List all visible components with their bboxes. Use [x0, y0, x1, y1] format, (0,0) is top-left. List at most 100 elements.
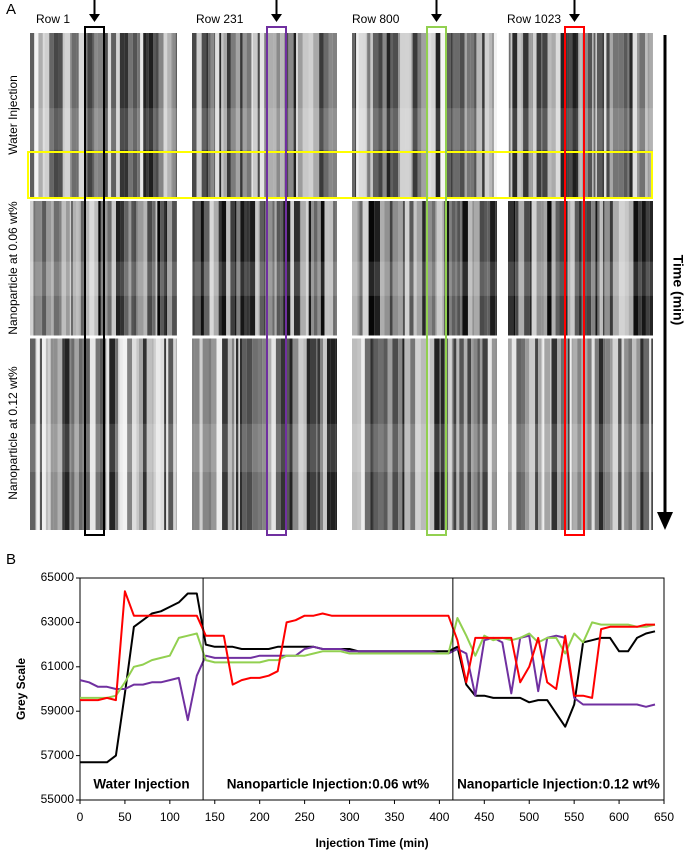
image-stripe [192, 337, 195, 530]
image-stripe [434, 337, 440, 530]
row-box [426, 26, 447, 536]
image-stripe [473, 200, 480, 337]
image-stripe [288, 33, 294, 200]
image-stripe [37, 337, 40, 530]
row-arrow-head [431, 14, 442, 22]
image-stripe [597, 200, 600, 337]
image-stripe [292, 337, 299, 530]
image-stripe [356, 33, 359, 200]
image-stripe [492, 33, 494, 200]
image-stripe [420, 337, 427, 530]
image-stripe [252, 337, 258, 530]
image-stripe [42, 200, 47, 337]
image-stripe [105, 337, 107, 530]
image-stripe [596, 33, 603, 200]
image-stripe [222, 337, 228, 530]
image-stripe [564, 337, 569, 530]
image-stripe [511, 337, 517, 530]
image-stripe [275, 337, 281, 530]
y-tick-label: 65000 [41, 570, 75, 584]
image-stripe [544, 337, 551, 530]
image-stripe [528, 33, 532, 200]
image-stripe [604, 200, 610, 337]
image-stripe [586, 200, 592, 337]
image-stripe [476, 33, 483, 200]
image-stripe [64, 33, 71, 200]
image-stripe [649, 33, 653, 200]
image-stripe [74, 337, 79, 530]
row-box [266, 26, 287, 536]
image-stripe [413, 200, 417, 337]
image-stripe [99, 337, 106, 530]
image-stripe [489, 33, 493, 200]
image-stripe [267, 33, 274, 200]
image-stripe [449, 200, 452, 337]
image-stripe [272, 200, 275, 337]
image-stripe [455, 200, 458, 337]
image-stripe [521, 33, 524, 200]
image-stripe [508, 200, 514, 337]
image-stripe [290, 200, 294, 337]
image-stripe [175, 33, 177, 200]
image-stripe [511, 33, 513, 200]
image-stripe [236, 200, 241, 337]
image-stripe [641, 200, 646, 337]
image-stripe [609, 200, 613, 337]
series-line [80, 617, 656, 699]
image-stripe [387, 337, 393, 530]
image-stripe [551, 33, 556, 200]
image-stripe [252, 33, 258, 200]
row-arrow-head [89, 14, 100, 22]
image-stripe [482, 33, 485, 200]
image-stripe [479, 200, 485, 337]
image-stripe [30, 337, 36, 530]
image-stripe [367, 33, 371, 200]
image-stripe [559, 200, 566, 337]
image-stripe [636, 337, 641, 530]
image-stripe [219, 33, 222, 200]
image-stripe [97, 33, 104, 200]
image-stripe [316, 337, 318, 530]
image-stripe [560, 337, 565, 530]
image-stripe [621, 337, 625, 530]
image-stripe [76, 33, 79, 200]
image-stripe [136, 337, 139, 530]
image-stripe [513, 200, 516, 337]
image-stripe [313, 200, 318, 337]
image-stripe [398, 33, 401, 200]
image-stripe [172, 200, 177, 337]
image-stripe [62, 33, 65, 200]
image-stripe [69, 337, 72, 530]
image-stripe [473, 337, 478, 530]
image-stripe [560, 33, 565, 200]
image-stripe [416, 200, 423, 337]
image-stripe [242, 33, 247, 200]
image-stripe [118, 337, 121, 530]
image-stripe [585, 337, 588, 530]
image-stripe [115, 337, 119, 530]
image-stripe [175, 337, 177, 530]
image-stripe [569, 337, 572, 530]
plot-frame [79, 577, 665, 801]
image-stripe [103, 200, 108, 337]
image-stripe [368, 200, 375, 337]
image-stripe [452, 33, 455, 200]
y-tick-label: 59000 [41, 703, 75, 717]
image-stripe [638, 200, 642, 337]
image-stripe [33, 200, 36, 337]
image-stripe [436, 200, 443, 337]
image-stripe [251, 33, 253, 200]
image-stripe [599, 200, 602, 337]
image-stripe [535, 337, 539, 530]
image-stripe [594, 337, 599, 530]
image-stripe [378, 337, 384, 530]
image-stripe [587, 337, 592, 530]
image-stripe [372, 33, 379, 200]
y-tick-label: 55000 [41, 792, 75, 806]
image-stripe [231, 337, 235, 530]
image-stripe [477, 337, 480, 530]
image-stripe [474, 33, 477, 200]
image-stripe [165, 200, 168, 337]
image-stripe [612, 200, 619, 337]
